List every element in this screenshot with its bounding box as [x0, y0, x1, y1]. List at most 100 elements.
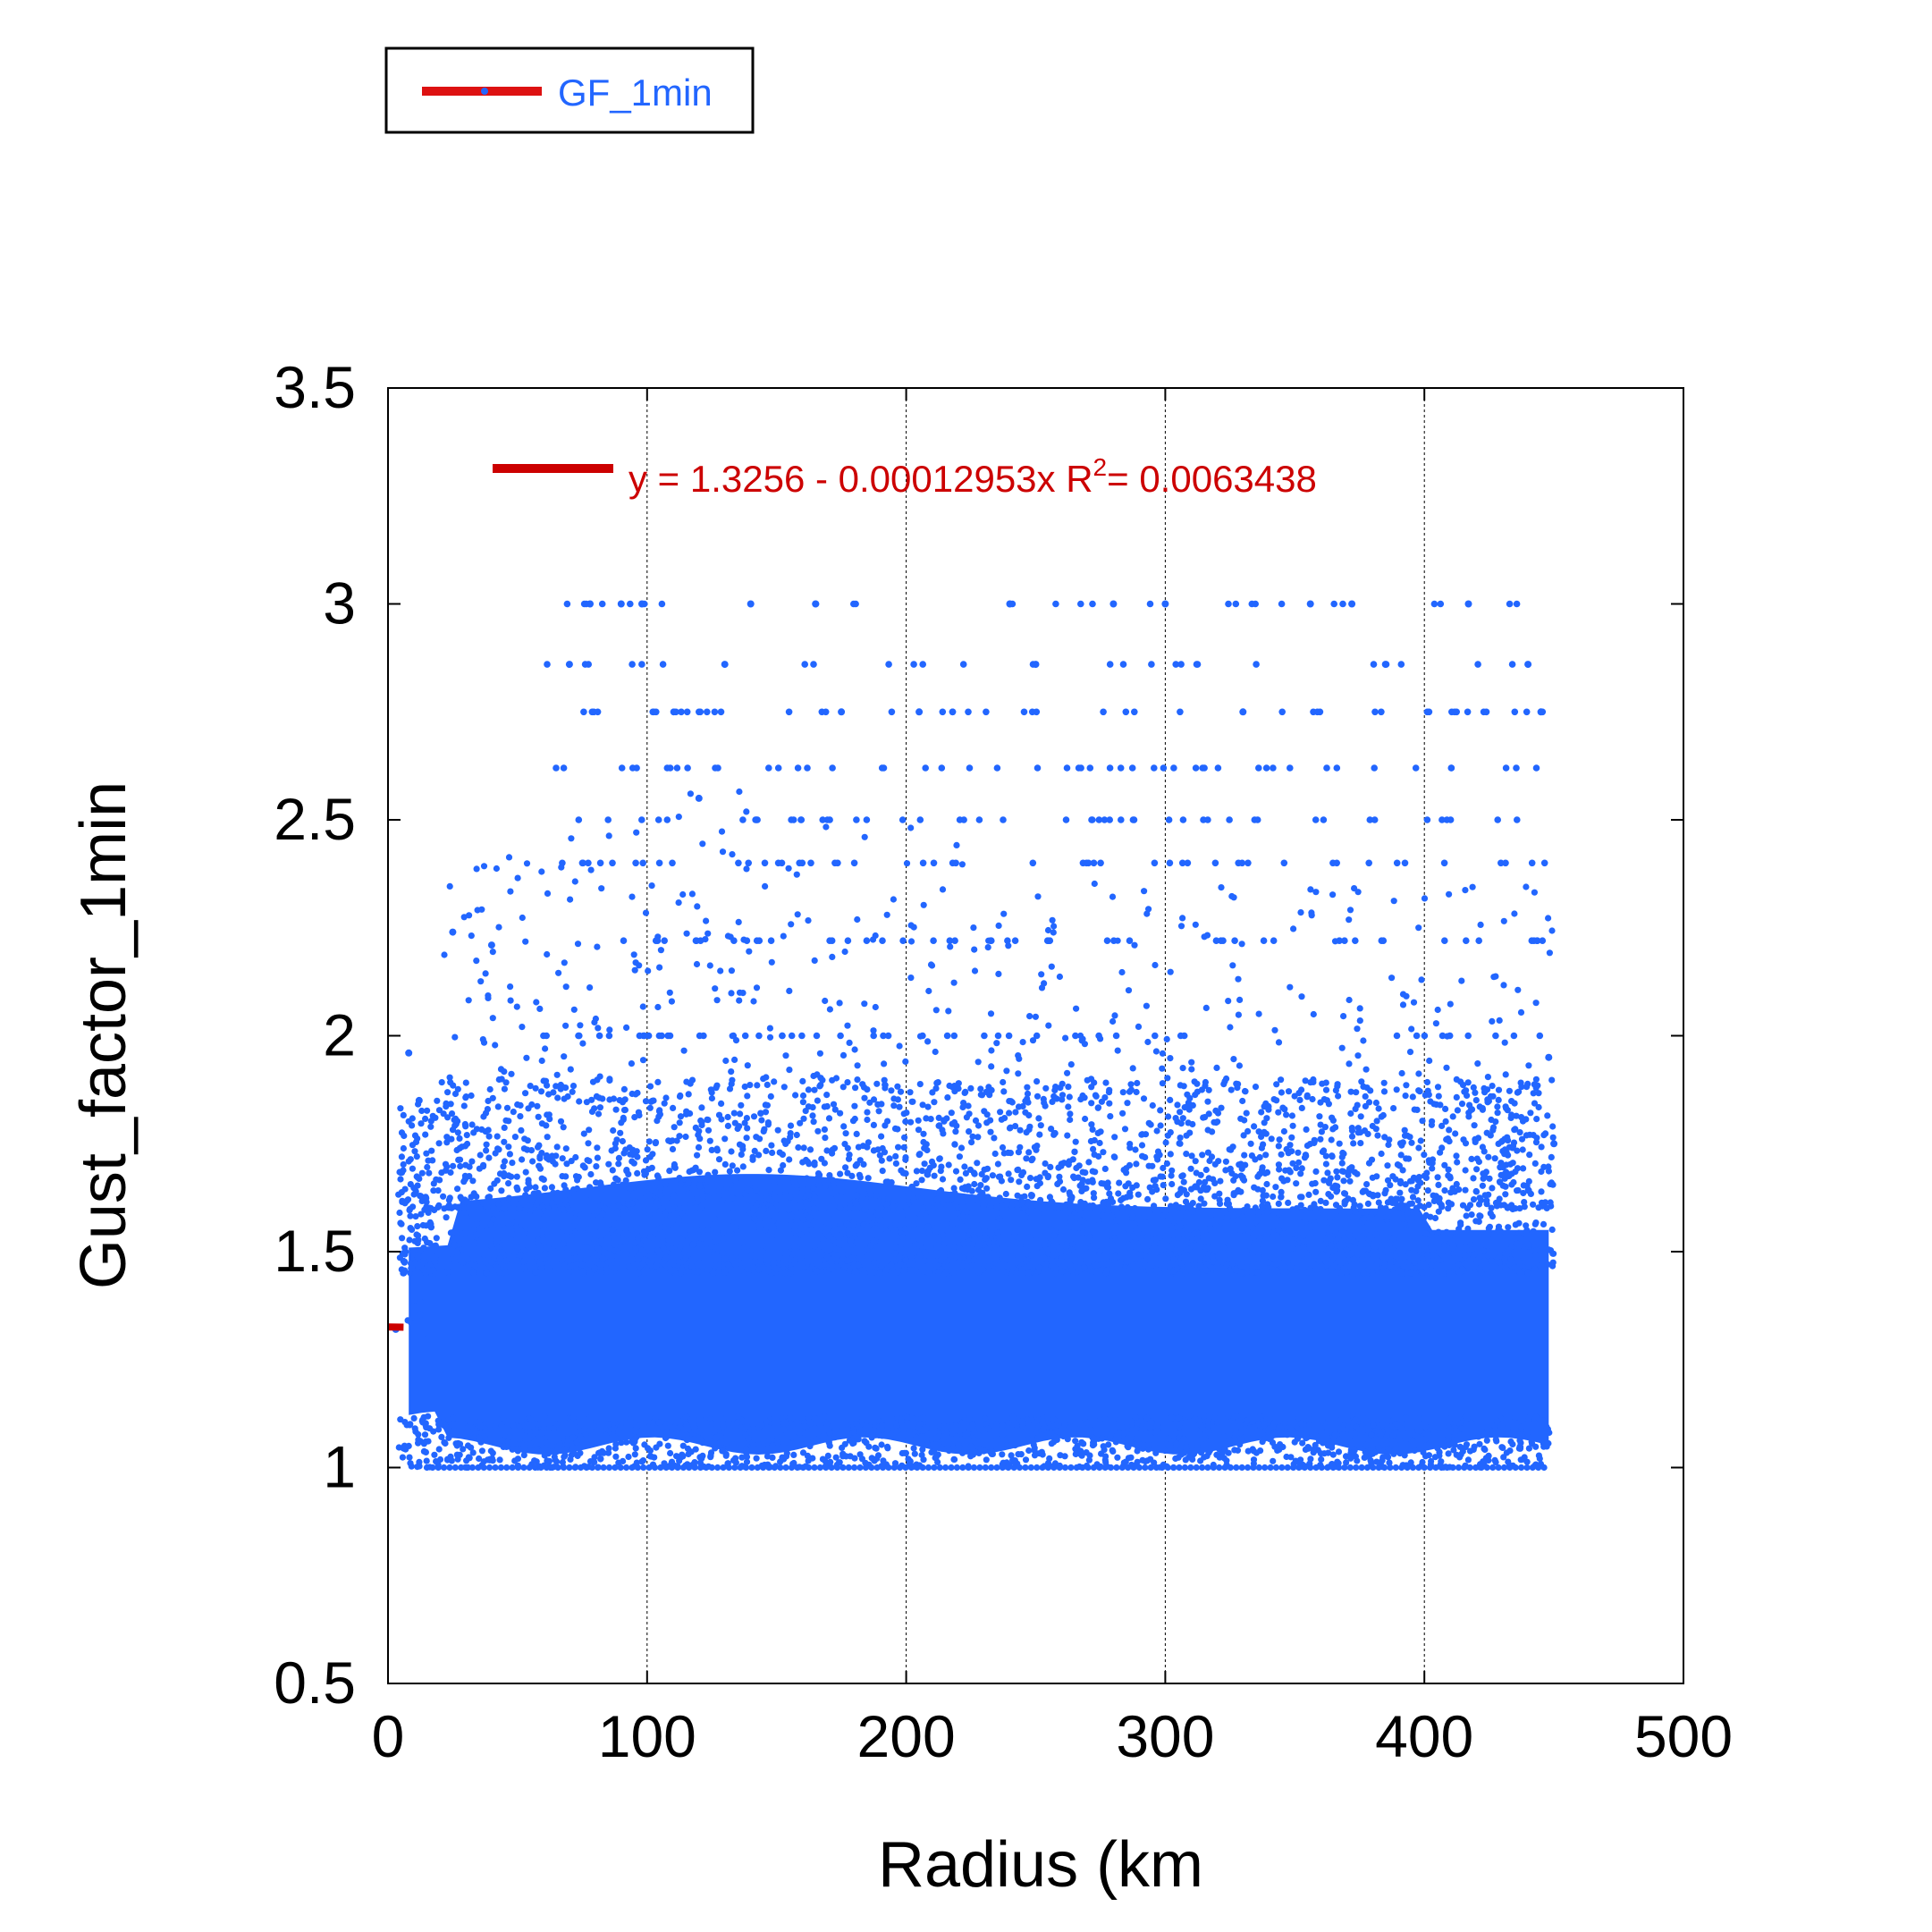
scatter-point	[615, 1216, 623, 1223]
scatter-point	[713, 1084, 720, 1092]
scatter-point	[1142, 1258, 1149, 1265]
scatter-point	[1123, 1258, 1130, 1265]
scatter-point	[1268, 1135, 1275, 1143]
scatter-point	[1255, 1128, 1262, 1135]
scatter-point	[1408, 1186, 1415, 1194]
scatter-point	[1549, 1123, 1557, 1130]
scatter-point	[1538, 1143, 1545, 1151]
scatter-point	[951, 1226, 958, 1233]
scatter-point	[1447, 1000, 1454, 1008]
scatter-point	[935, 1269, 942, 1276]
scatter-point	[778, 1211, 785, 1218]
scatter-point	[510, 1422, 517, 1430]
scatter-point	[1302, 1446, 1309, 1453]
scatter-point	[1176, 1421, 1183, 1428]
scatter-point	[836, 1000, 843, 1007]
scatter-point	[1223, 1261, 1230, 1269]
scatter-point	[1362, 1240, 1369, 1248]
scatter-point	[763, 1074, 770, 1081]
scatter-point	[1164, 1132, 1171, 1139]
scatter-point	[406, 1422, 413, 1429]
scatter-point	[399, 1454, 406, 1461]
scatter-point	[1144, 1038, 1152, 1046]
scatter-point	[886, 1211, 894, 1218]
scatter-point	[1354, 1052, 1362, 1059]
scatter-point	[704, 1186, 711, 1194]
scatter-point	[933, 1202, 941, 1209]
scatter-point	[998, 1202, 1005, 1210]
scatter-point	[679, 1442, 687, 1449]
scatter-point	[1298, 1104, 1305, 1111]
scatter-point	[1175, 1234, 1182, 1241]
scatter-point	[483, 1141, 490, 1148]
scatter-point	[1069, 1241, 1076, 1248]
scatter-point	[720, 1423, 727, 1430]
scatter-point	[1310, 1010, 1317, 1018]
scatter-point	[1288, 1134, 1295, 1141]
scatter-point	[1143, 910, 1151, 917]
scatter-point	[1474, 1135, 1482, 1142]
scatter-point	[1123, 1194, 1130, 1201]
scatter-point	[446, 1074, 453, 1081]
scatter-point	[615, 1250, 623, 1257]
scatter-point	[1179, 915, 1186, 922]
scatter-point	[987, 1448, 994, 1455]
scatter-point	[1346, 1438, 1354, 1446]
scatter-point	[1201, 1200, 1208, 1207]
scatter-point	[1002, 1190, 1009, 1198]
scatter-point	[1026, 1123, 1033, 1130]
scatter-point	[712, 985, 719, 992]
scatter-point	[1064, 1132, 1071, 1139]
scatter-point	[1167, 1096, 1174, 1103]
scatter-point	[859, 1081, 866, 1088]
scatter-point	[551, 1453, 558, 1461]
scatter-point	[1114, 1454, 1121, 1461]
scatter-point	[899, 1192, 907, 1199]
scatter-point	[1507, 1114, 1514, 1121]
scatter-point	[1079, 1092, 1086, 1100]
scatter-point	[718, 1414, 725, 1422]
scatter-point	[898, 1416, 905, 1423]
scatter-point	[923, 1115, 930, 1122]
scatter-point	[1285, 1228, 1292, 1236]
scatter-point	[1530, 1201, 1537, 1208]
scatter-point	[1471, 1122, 1478, 1129]
scatter-point	[704, 930, 712, 937]
scatter-point	[907, 974, 915, 982]
scatter-point	[569, 1434, 577, 1441]
scatter-point	[950, 1185, 958, 1192]
scatter-point	[931, 1258, 938, 1265]
scatter-point	[1390, 898, 1397, 905]
scatter-point	[980, 1202, 987, 1209]
scatter-point	[599, 1211, 606, 1218]
scatter-point	[995, 970, 1002, 977]
scatter-point	[1101, 1415, 1109, 1422]
scatter-point	[1084, 1076, 1091, 1084]
scatter-point	[1435, 1181, 1442, 1188]
scatter-point	[553, 1143, 561, 1151]
scatter-point	[749, 1153, 756, 1160]
scatter-point	[1174, 1101, 1181, 1109]
scatter-point	[945, 1161, 952, 1168]
scatter-point	[936, 1189, 943, 1196]
scatter-point	[544, 1082, 551, 1089]
scatter-point	[559, 1084, 566, 1091]
scatter-point	[996, 1234, 1003, 1241]
scatter-point	[1218, 884, 1225, 891]
scatter-point	[967, 1443, 974, 1450]
scatter-point	[1548, 1153, 1555, 1160]
scatter-point	[969, 1133, 976, 1140]
scatter-point	[1415, 1087, 1422, 1094]
scatter-point	[932, 1246, 939, 1253]
scatter-point	[1531, 1266, 1539, 1273]
scatter-point	[466, 1455, 473, 1462]
scatter-point	[786, 1067, 793, 1074]
scatter-point	[1143, 1430, 1150, 1437]
scatter-point	[605, 1445, 612, 1452]
scatter-point	[599, 1254, 606, 1261]
scatter-point	[678, 1267, 686, 1274]
scatter-point	[870, 1027, 877, 1034]
scatter-point	[1280, 1127, 1287, 1135]
scatter-point	[1483, 1437, 1490, 1444]
scatter-point	[1153, 1127, 1160, 1135]
